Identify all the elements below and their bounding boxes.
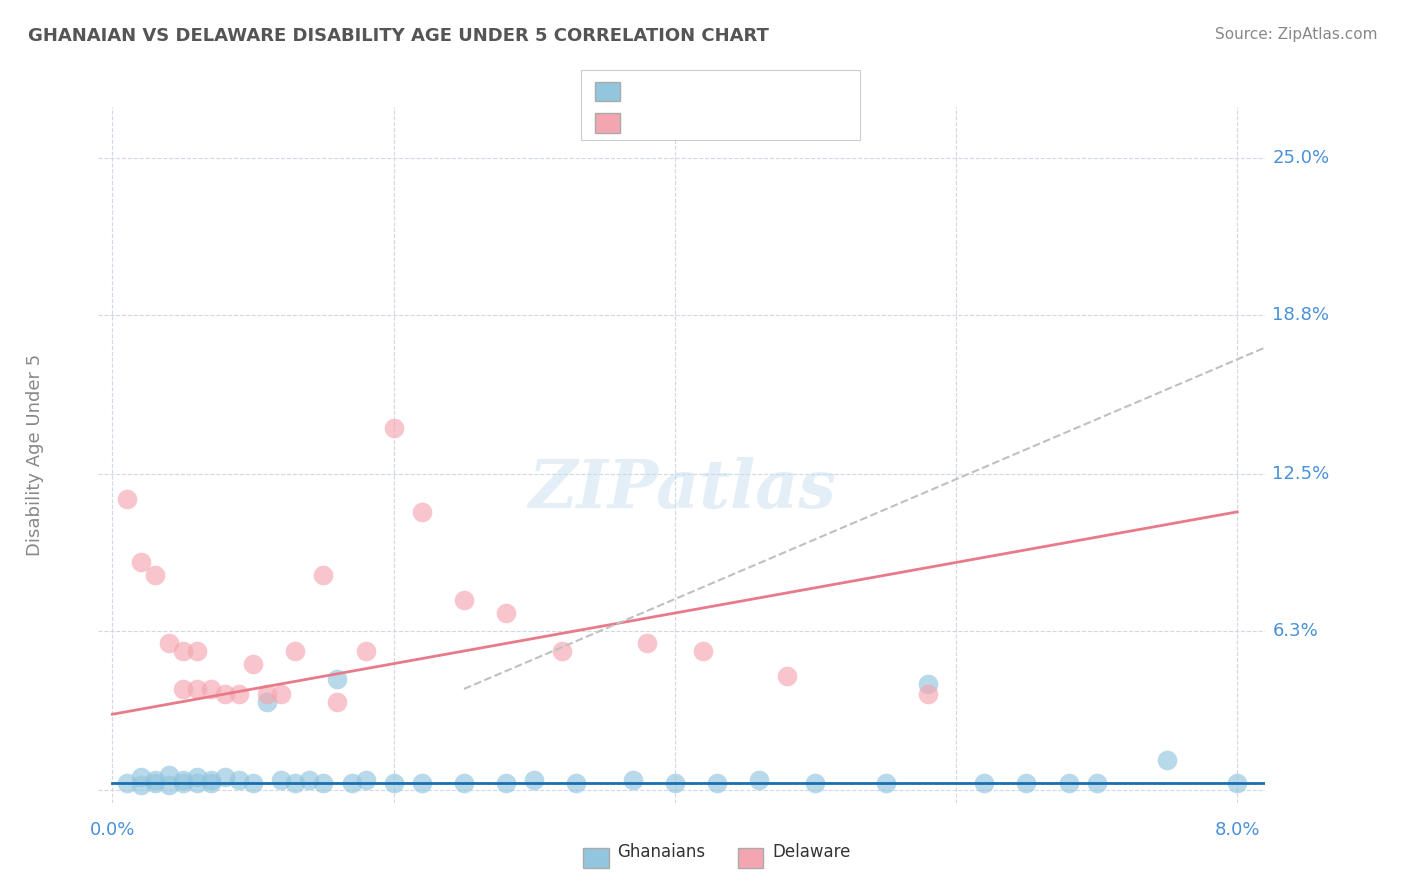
Point	[157, 636, 180, 650]
Point	[157, 768, 180, 782]
Point	[312, 568, 335, 582]
Point	[186, 681, 208, 696]
Point	[186, 771, 208, 785]
Point	[453, 593, 475, 607]
Point	[129, 556, 152, 570]
Point	[284, 775, 307, 789]
Point	[172, 772, 194, 787]
Point	[621, 772, 644, 787]
Point	[228, 687, 250, 701]
Point	[917, 687, 939, 701]
Point	[143, 775, 166, 789]
Point	[115, 775, 138, 789]
Text: Disability Age Under 5: Disability Age Under 5	[27, 354, 44, 556]
Point	[242, 775, 264, 789]
Text: ZIPatlas: ZIPatlas	[529, 458, 835, 522]
Point	[382, 775, 405, 789]
Point	[143, 772, 166, 787]
Point	[157, 778, 180, 792]
Text: Ghanaians: Ghanaians	[617, 843, 706, 861]
Point	[129, 778, 152, 792]
Text: 25.0%: 25.0%	[1272, 149, 1330, 167]
Point	[1085, 775, 1108, 789]
Point	[636, 636, 658, 650]
Text: R = -0.017   N = 43: R = -0.017 N = 43	[631, 83, 794, 101]
Point	[523, 772, 546, 787]
Point	[1015, 775, 1038, 789]
Point	[129, 771, 152, 785]
Point	[228, 772, 250, 787]
Point	[200, 681, 222, 696]
Point	[804, 775, 827, 789]
Point	[453, 775, 475, 789]
Point	[214, 771, 236, 785]
Point	[411, 505, 433, 519]
Point	[186, 644, 208, 658]
Point	[214, 687, 236, 701]
Point	[256, 695, 278, 709]
Point	[172, 775, 194, 789]
Text: GHANAIAN VS DELAWARE DISABILITY AGE UNDER 5 CORRELATION CHART: GHANAIAN VS DELAWARE DISABILITY AGE UNDE…	[28, 27, 769, 45]
Point	[172, 681, 194, 696]
Point	[495, 606, 517, 620]
Point	[186, 775, 208, 789]
Point	[284, 644, 307, 658]
Point	[551, 644, 574, 658]
Point	[143, 568, 166, 582]
Text: Source: ZipAtlas.com: Source: ZipAtlas.com	[1215, 27, 1378, 42]
Point	[270, 772, 292, 787]
Text: 18.8%: 18.8%	[1272, 305, 1330, 324]
Point	[664, 775, 686, 789]
Point	[270, 687, 292, 701]
Point	[382, 421, 405, 435]
Point	[200, 772, 222, 787]
Text: 6.3%: 6.3%	[1272, 622, 1319, 640]
Point	[256, 687, 278, 701]
Point	[312, 775, 335, 789]
Point	[1156, 753, 1178, 767]
Point	[298, 772, 321, 787]
Point	[340, 775, 363, 789]
Point	[411, 775, 433, 789]
Text: R =  0.266   N = 27: R = 0.266 N = 27	[631, 114, 793, 132]
Point	[354, 644, 377, 658]
Point	[748, 772, 770, 787]
Point	[495, 775, 517, 789]
Point	[565, 775, 588, 789]
Point	[326, 672, 349, 686]
Text: 8.0%: 8.0%	[1215, 821, 1260, 838]
Point	[875, 775, 897, 789]
Point	[917, 677, 939, 691]
Point	[242, 657, 264, 671]
Point	[776, 669, 799, 683]
Point	[692, 644, 714, 658]
Point	[200, 775, 222, 789]
Point	[172, 644, 194, 658]
Text: 0.0%: 0.0%	[90, 821, 135, 838]
Point	[973, 775, 995, 789]
Point	[706, 775, 728, 789]
Point	[326, 695, 349, 709]
Text: 12.5%: 12.5%	[1272, 465, 1330, 483]
Point	[354, 772, 377, 787]
Text: Delaware: Delaware	[772, 843, 851, 861]
Point	[1057, 775, 1080, 789]
Point	[1226, 775, 1249, 789]
Point	[115, 492, 138, 507]
